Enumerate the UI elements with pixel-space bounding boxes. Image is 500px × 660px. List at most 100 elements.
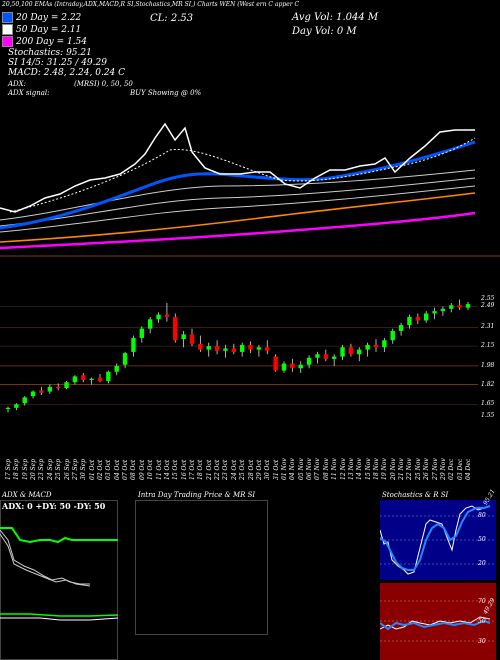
candle-body	[131, 337, 136, 352]
candle-body	[407, 316, 412, 326]
date-axis-label: 11 Nov	[331, 458, 339, 480]
ema-band-line-2	[0, 177, 476, 227]
adx-line-1	[0, 529, 90, 585]
rsi-chart	[380, 600, 496, 642]
price-axis-label: 2.31	[481, 323, 495, 331]
date-axis-label: 04 Nov	[289, 458, 297, 480]
date-axis-label: 01 Oct	[88, 459, 96, 480]
date-axis-label: 03 Oct	[105, 459, 113, 480]
date-axis-label: 17 Oct	[189, 459, 196, 480]
date-axis-label: 13 Nov	[347, 458, 355, 480]
date-axis-label: 29 Nov	[439, 458, 447, 480]
date-axis-label: 09 Oct	[138, 459, 146, 480]
candle-body	[147, 319, 153, 329]
candle-body	[89, 378, 94, 380]
legend-swatch-icon	[2, 24, 13, 35]
candle-body	[323, 354, 329, 359]
candle-body	[373, 344, 379, 348]
stoch-panel-title: Stochastics & R SI	[382, 491, 449, 499]
candle-body	[298, 364, 303, 369]
date-axis-label: 25 Sep	[55, 458, 63, 480]
ema50-dotted-line	[9, 137, 476, 213]
date-axis-label: 05 Nov	[297, 458, 305, 480]
date-axis-label: 03 Dec	[456, 458, 464, 480]
candle-body	[340, 347, 345, 357]
rsi-tick-30: 30	[478, 638, 486, 645]
candle-body	[465, 304, 471, 308]
candle-body	[331, 356, 337, 359]
stoch-k-line	[380, 505, 491, 575]
close-price: CL: 2.53	[150, 13, 194, 24]
ema200-line	[0, 211, 476, 250]
candle-body	[206, 346, 211, 350]
price-axis-label: 2.55	[481, 295, 495, 303]
price-axis-label: 1.55	[481, 412, 495, 419]
macd-line	[0, 613, 118, 617]
candle-body	[256, 347, 262, 350]
candle-body	[72, 376, 78, 383]
legend-label: 20 Day = 2.22	[16, 13, 82, 23]
adx-overlay-values: ADX: 0 +DY: 50 -DY: 50	[2, 501, 106, 511]
date-axis-label: 08 Oct	[130, 459, 138, 480]
date-axis-label: 19 Sep	[21, 458, 29, 480]
candle-body	[39, 390, 44, 393]
candle-body	[106, 371, 111, 382]
candle-body	[189, 334, 195, 344]
candle-body	[390, 330, 395, 341]
adx-readout: ADX:	[8, 80, 27, 88]
stochastics-chart	[380, 505, 496, 575]
date-axis-label: 01 Nov	[281, 458, 288, 480]
candle-body	[315, 354, 320, 358]
rsi-tick-70: 70	[478, 598, 486, 605]
stoch-tick-50: 50	[478, 536, 486, 543]
date-axis-label: 10 Oct	[147, 459, 155, 480]
date-axis-label: 07 Oct	[122, 459, 130, 480]
candle-body	[139, 328, 145, 338]
date-axis-label: 22 Oct	[214, 459, 222, 480]
candle-body	[449, 305, 454, 309]
candle-body	[223, 348, 228, 351]
date-axis-label: 27 Sep	[71, 458, 79, 480]
date-axis-label: 25 Oct	[239, 459, 247, 480]
candle-body	[265, 347, 270, 351]
day-volume: Day Vol: 0 M	[292, 26, 357, 37]
rsi-readout: SI 14/5: 31.25 / 49.29	[8, 58, 107, 68]
candle-body	[64, 382, 69, 389]
date-axis-label: 23 Oct	[222, 459, 230, 480]
date-axis-label: 25 Nov	[414, 458, 422, 480]
date-axis-label: 26 Nov	[423, 458, 431, 480]
price-axis-label: 1.65	[481, 400, 495, 408]
date-axis-label: 30 Sep	[80, 458, 88, 480]
ema20-line	[0, 140, 476, 230]
date-axis-label: 28 Oct	[247, 459, 255, 480]
legend-ema50: 50 Day = 2.11	[2, 24, 81, 35]
candle-body	[398, 325, 404, 331]
candle-body	[114, 365, 119, 372]
candle-body	[365, 344, 370, 350]
buy-signal-readout: BUY Showing @ 0%	[130, 89, 202, 97]
legend-swatch-icon	[2, 12, 13, 23]
intraday-panel	[135, 500, 268, 635]
adx-signal-readout: ADX signal:	[8, 89, 50, 97]
macd-chart	[0, 613, 118, 621]
candle-body	[423, 313, 429, 321]
macd-signal-line	[0, 617, 118, 621]
price-close-line	[0, 122, 475, 213]
date-axis-label: 15 Oct	[172, 459, 180, 480]
candle-body	[156, 314, 161, 320]
price-axis-label: 1.82	[481, 380, 495, 388]
candle-body	[22, 397, 27, 404]
intraday-panel-title: Intra Day Trading Price & MR SI	[138, 491, 256, 499]
date-axis-label: 17 Sep	[5, 458, 12, 480]
chart-header-title: 20,50,100 EMAs (Intraday,ADX,MACD,R SI,S…	[2, 1, 300, 8]
date-axis-label: 06 Nov	[306, 458, 314, 480]
stoch-tick-80: 80	[478, 512, 486, 519]
candle-body	[164, 314, 170, 317]
candle-body	[457, 305, 462, 308]
candle-body	[81, 375, 86, 380]
date-axis-label: 23 Sep	[38, 458, 46, 480]
ema-band-line-1	[0, 185, 476, 233]
date-axis-label: 14 Oct	[163, 459, 171, 480]
date-axis-label: 21 Nov	[398, 458, 406, 480]
candle-body	[173, 316, 178, 341]
